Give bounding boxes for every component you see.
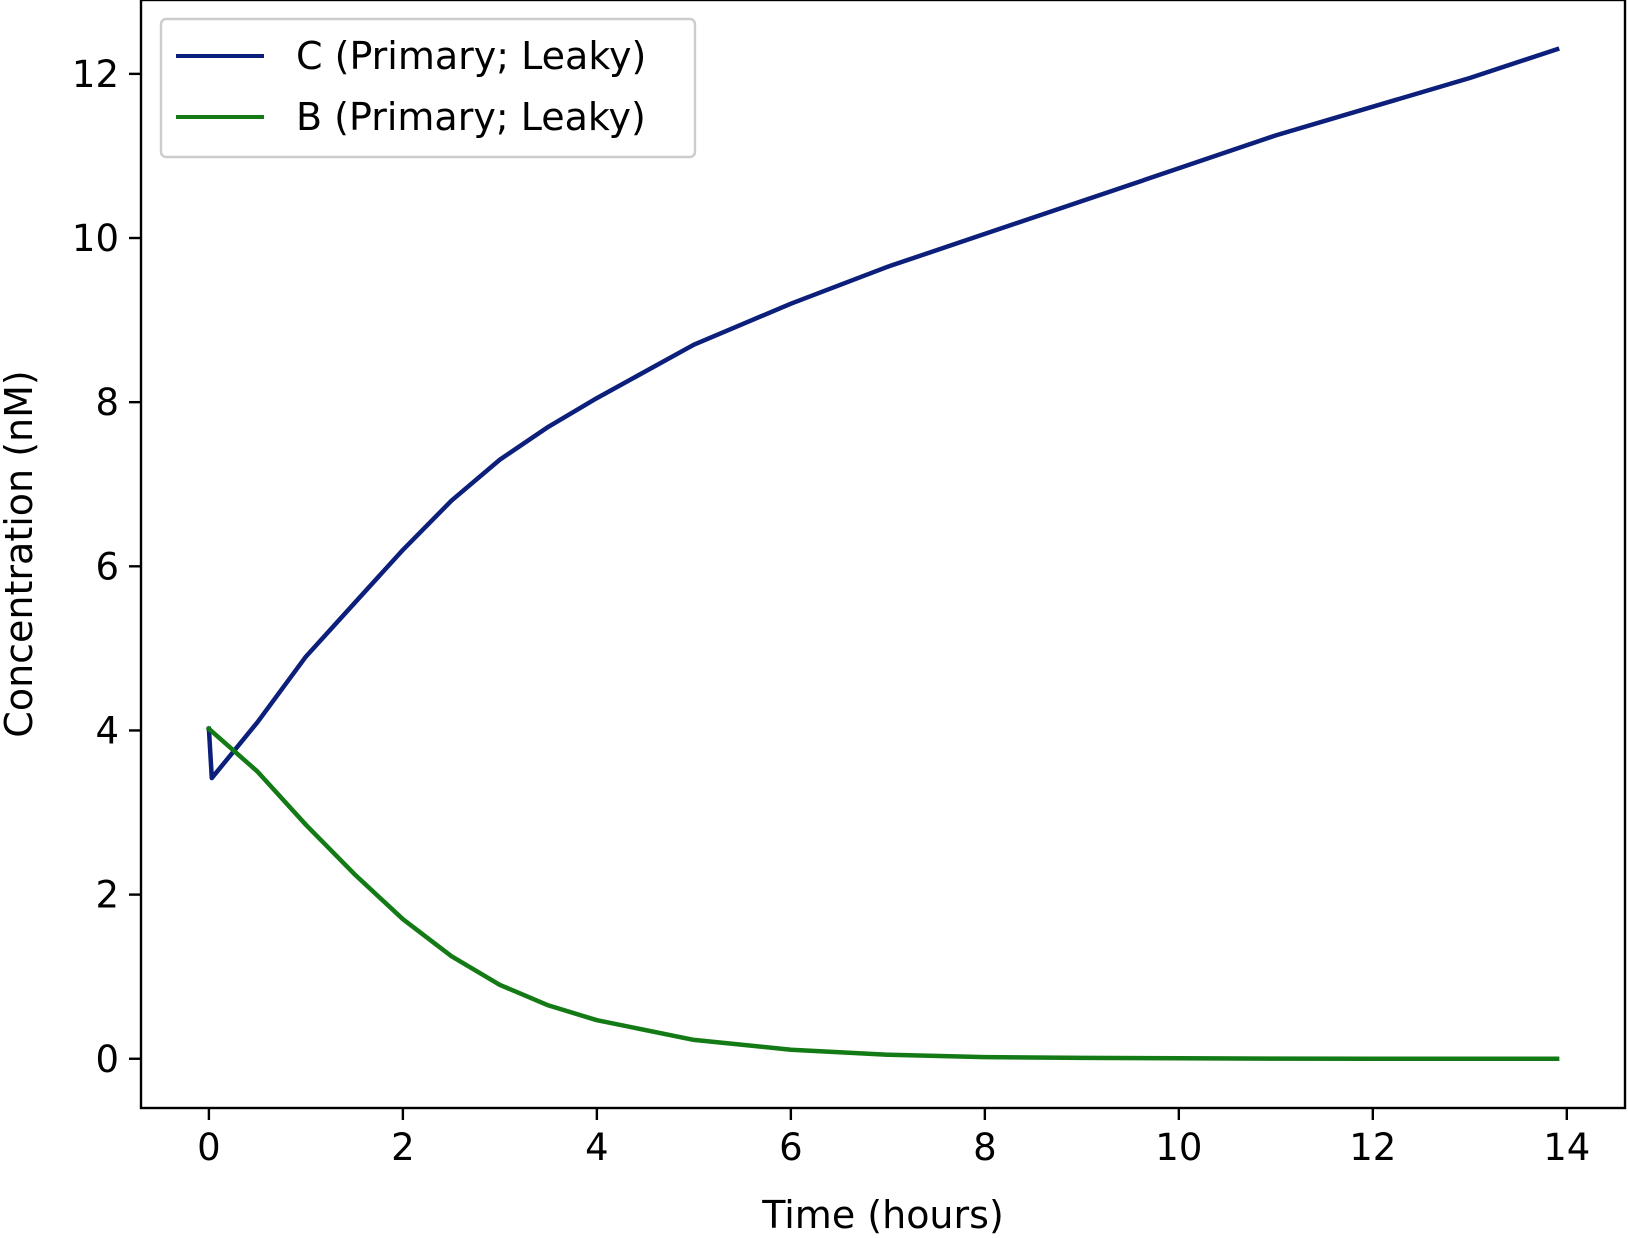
y-axis-ticks: 0 2 4 6 8 10 12: [72, 53, 141, 1081]
y-axis-label: Concentration (nM): [0, 370, 41, 737]
x-tick-label: 14: [1543, 1126, 1590, 1169]
x-axis-ticks: 0 2 4 6 8 10 12 14: [197, 1108, 1590, 1169]
x-tick-label: 8: [973, 1126, 997, 1169]
y-tick-label: 8: [95, 381, 119, 424]
x-tick-label: 10: [1155, 1126, 1202, 1169]
x-tick-label: 2: [391, 1126, 415, 1169]
y-tick-label: 2: [95, 874, 119, 917]
series-line-b: [205, 725, 1560, 1062]
x-tick-label: 0: [197, 1126, 221, 1169]
legend-label-c: C (Primary; Leaky): [296, 34, 646, 78]
x-axis-label: Time (hours): [761, 1193, 1004, 1237]
y-tick-label: 10: [72, 217, 119, 260]
y-tick-label: 0: [95, 1038, 119, 1081]
legend-label-b: B (Primary; Leaky): [296, 95, 646, 139]
legend: C (Primary; Leaky) B (Primary; Leaky): [159, 17, 697, 159]
series-layer: [205, 46, 1560, 1062]
x-tick-label: 6: [779, 1126, 803, 1169]
y-tick-label: 4: [95, 709, 119, 752]
y-tick-label: 12: [72, 53, 119, 96]
series-line-c: [206, 46, 1560, 781]
plot-frame: [139, 0, 1627, 1110]
y-tick-label: 6: [95, 545, 119, 588]
x-tick-label: 12: [1349, 1126, 1396, 1169]
legend-box: [159, 17, 697, 159]
x-tick-label: 4: [585, 1126, 609, 1169]
